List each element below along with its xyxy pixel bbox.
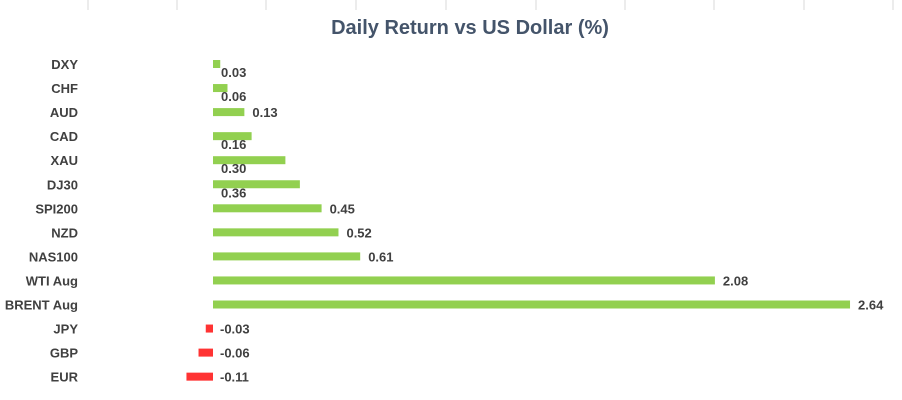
chart-title: Daily Return vs US Dollar (%) [331, 17, 609, 39]
category-label: CHF [51, 81, 78, 96]
bar [213, 204, 322, 213]
category-label: NAS100 [29, 249, 78, 264]
bar [213, 180, 300, 189]
bars-group: DXY 0.03 CHF 0.06 AUD 0.13 CAD 0.16 XAU 0.30 DJ30 0… [5, 57, 884, 385]
bar [213, 276, 715, 285]
category-label: DXY [51, 57, 78, 72]
data-label: 0.45 [330, 201, 355, 216]
bar [213, 252, 361, 261]
bar [198, 348, 213, 357]
category-label: NZD [51, 225, 78, 240]
category-label: DJ30 [47, 177, 78, 192]
data-label: 0.30 [221, 161, 246, 176]
data-label: 0.03 [221, 65, 246, 80]
data-label: -0.03 [220, 322, 250, 337]
bar [213, 156, 286, 165]
data-label: 0.61 [368, 249, 393, 264]
data-label: -0.11 [220, 370, 249, 385]
bar [186, 372, 213, 381]
bar [213, 108, 245, 117]
category-label: CAD [50, 129, 78, 144]
bar [213, 228, 339, 237]
category-label: AUD [50, 105, 78, 120]
data-label: 0.52 [346, 225, 371, 240]
category-label: EUR [51, 370, 79, 385]
bar [213, 60, 221, 68]
bar [213, 300, 851, 309]
bar [213, 132, 252, 141]
data-label: 0.13 [252, 105, 277, 120]
category-label: BRENT Aug [5, 298, 78, 313]
category-label: XAU [51, 153, 78, 168]
data-label: 2.08 [723, 273, 748, 288]
data-label: 0.36 [221, 185, 246, 200]
bar [213, 84, 228, 93]
data-label: -0.06 [220, 346, 250, 361]
data-label: 0.16 [221, 137, 246, 152]
category-label: SPI200 [35, 201, 78, 216]
bar [205, 324, 213, 333]
category-label: JPY [53, 322, 78, 337]
data-label: 0.06 [221, 89, 246, 104]
top-gridlines [87, 0, 894, 10]
category-label: WTI Aug [26, 273, 78, 288]
data-label: 2.64 [858, 298, 884, 313]
category-label: GBP [50, 346, 79, 361]
